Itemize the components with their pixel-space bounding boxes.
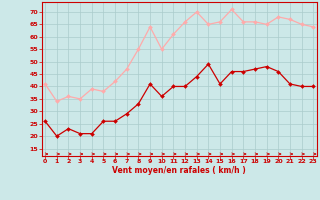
X-axis label: Vent moyen/en rafales ( km/h ): Vent moyen/en rafales ( km/h ) [112,166,246,175]
